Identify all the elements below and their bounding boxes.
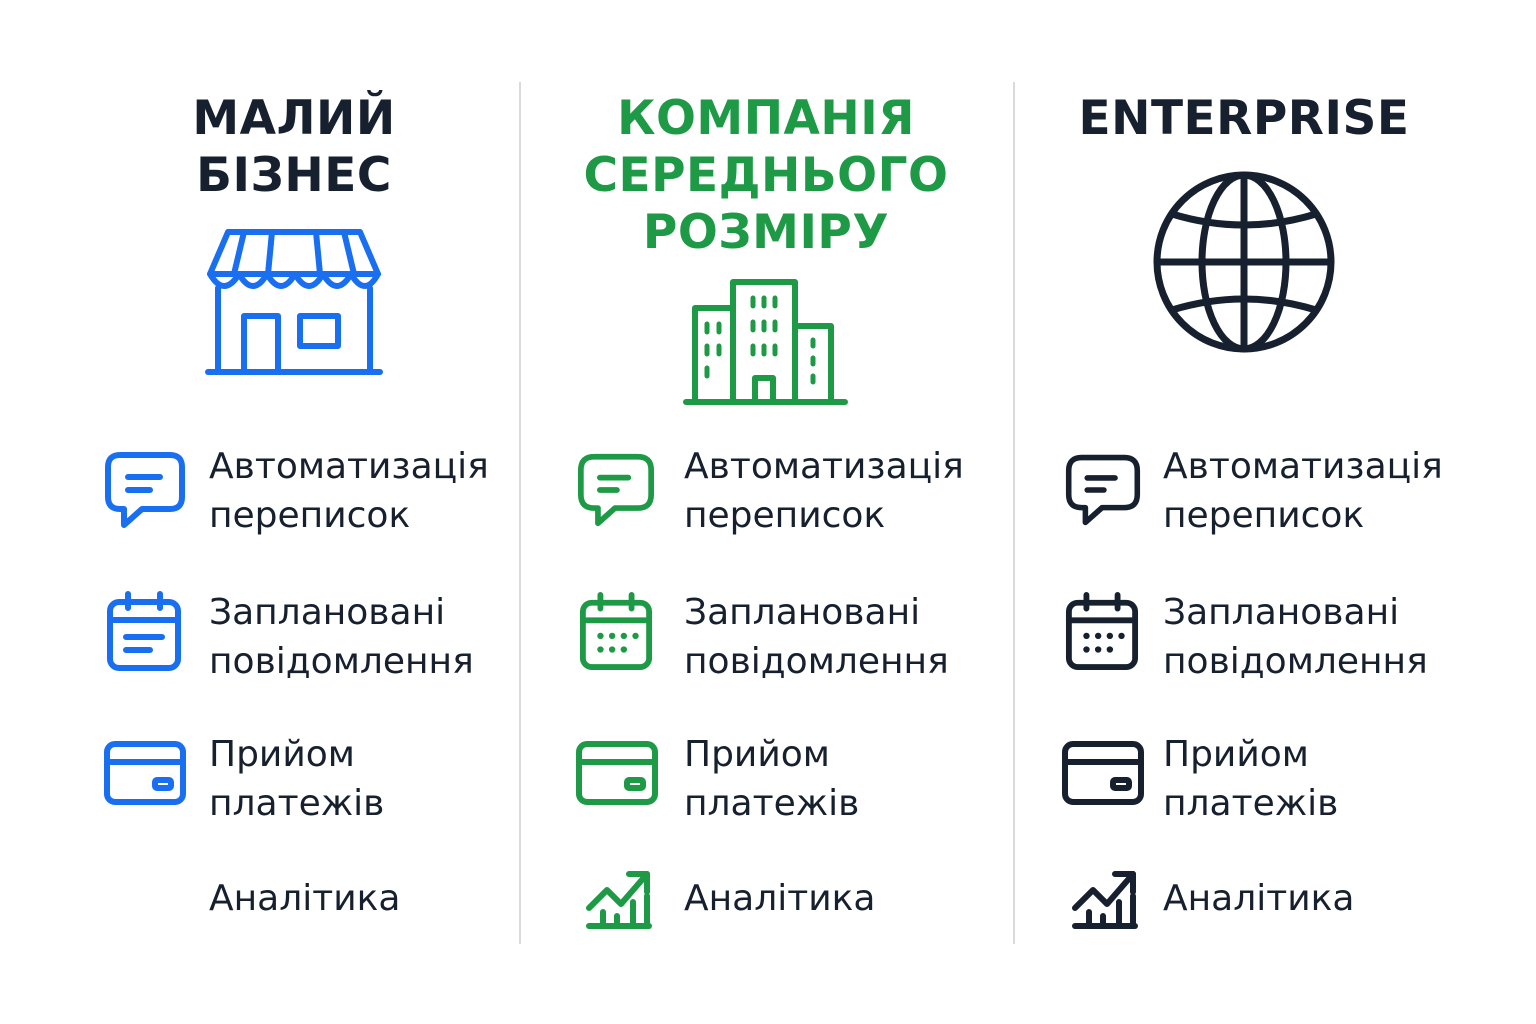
feature-label: Аналітика [209,878,401,919]
feature-label: платежів [209,783,385,824]
feature-label: повідомлення [209,641,474,682]
calendar-icon [1065,592,1139,670]
calendar-icon [107,591,181,671]
feature-label: Заплановані [684,592,921,633]
feature-label: Автоматизація [684,446,964,487]
plan-title-line: СЕРЕДНЬОГО [583,148,949,203]
plan-title-line: БІЗНЕС [196,148,392,203]
feature-label: Заплановані [1163,592,1400,633]
feature-label: платежів [1163,783,1339,824]
feature-label: Заплановані [209,592,446,633]
plan-title-line: ENTERPRISE [1078,91,1410,146]
feature-label: переписок [1163,495,1365,536]
plan-title-line: КОМПАНІЯ [617,91,915,146]
plan-column-medium-company: КОМПАНІЯ СЕРЕДНЬОГО РОЗМІРУ Автоматизаці… [521,0,1013,1024]
office-buildings-icon [683,279,848,405]
feature-label: Автоматизація [209,446,489,487]
chat-bubble-icon [1065,454,1141,526]
plan-title: МАЛИЙ БІЗНЕС [0,90,588,204]
plan-column-small-business: МАЛИЙ БІЗНЕС Автоматизація переписок Зап… [0,0,519,1024]
feature-label: Прийом [209,734,355,775]
plan-title: ENTERPRISE [1015,90,1473,147]
feature-label: повідомлення [684,641,949,682]
globe-icon [1153,171,1335,353]
feature-label: Прийом [1163,734,1309,775]
feature-label: Автоматизація [1163,446,1443,487]
plan-title-line: РОЗМІРУ [642,205,890,260]
credit-card-icon [1062,741,1144,805]
growth-chart-icon [1072,871,1138,929]
feature-label: платежів [684,783,860,824]
chat-bubble-icon [577,453,654,527]
growth-chart-icon [586,871,652,929]
credit-card-icon [576,741,658,805]
plan-column-enterprise: ENTERPRISE Автоматизація переписок Запла… [1015,0,1536,1024]
feature-label: Аналітика [684,878,876,919]
credit-card-icon [104,741,186,805]
feature-label: повідомлення [1163,641,1428,682]
feature-label: переписок [209,495,411,536]
feature-label: Прийом [684,734,830,775]
column-divider [1013,82,1015,944]
plan-title-line: МАЛИЙ [192,91,396,146]
calendar-icon [579,592,653,670]
storefront-icon [205,229,383,375]
feature-label: Аналітика [1163,878,1355,919]
plan-title: КОМПАНІЯ СЕРЕДНЬОГО РОЗМІРУ [521,90,1011,261]
chat-bubble-icon [105,452,185,528]
feature-label: переписок [684,495,886,536]
column-divider [519,82,521,944]
